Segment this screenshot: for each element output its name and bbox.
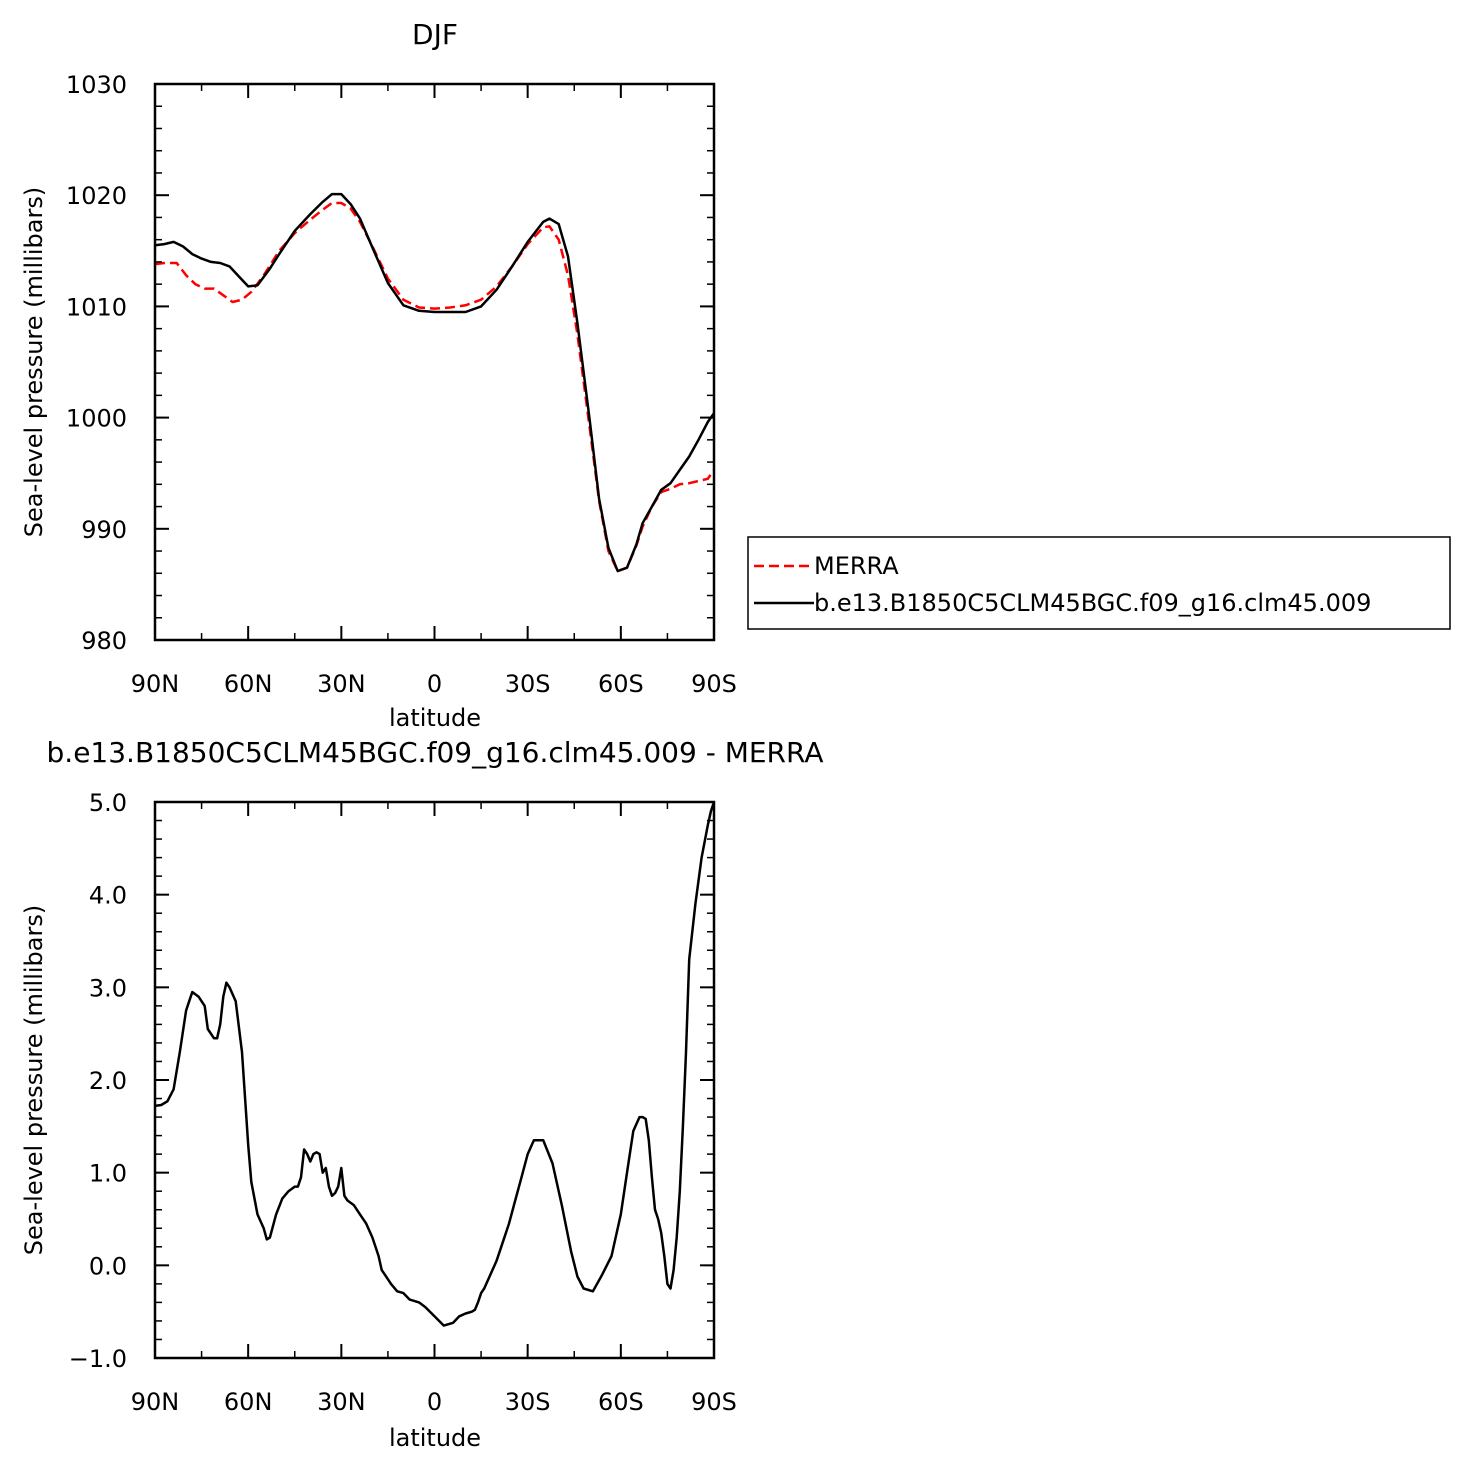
bottom-x-tick-label: 0: [427, 1388, 442, 1416]
top-panel-title: DJF: [412, 18, 458, 51]
top-y-tick-label: 990: [81, 516, 127, 544]
top-x-axis-title: latitude: [389, 704, 481, 732]
top-y-axis-title: Sea-level pressure (millibars): [20, 187, 48, 537]
bottom-y-tick-label: −1.0: [69, 1345, 127, 1373]
top-series-line-1: [154, 192, 716, 573]
bottom-y-axis-title: Sea-level pressure (millibars): [20, 905, 48, 1255]
bottom-x-tick-label: 60N: [224, 1388, 273, 1416]
top-x-tick-label: 90S: [691, 670, 737, 698]
bottom-y-tick-label: 1.0: [89, 1160, 127, 1188]
top-x-tick-label: 30S: [505, 670, 551, 698]
legend-box: [747, 536, 1451, 630]
legend-label-merra: MERRA: [814, 552, 899, 580]
top-panel: DJF 90N 60N 30N 0 30S 60S 90S 980 990 1000 1010 102…: [20, 18, 1451, 732]
top-y-tick-label: 1010: [66, 293, 127, 321]
bottom-x-tick-label: 60S: [598, 1388, 644, 1416]
legend-label-model: b.e13.B1850C5CLM45BGC.f09_g16.clm45.009: [814, 589, 1371, 617]
top-y-tick-label: 1020: [66, 182, 127, 210]
bottom-series-line-0: [154, 801, 716, 1327]
top-x-tick-label: 60N: [224, 670, 273, 698]
bottom-x-tick-label: 90S: [691, 1388, 737, 1416]
bottom-x-tick-label: 30S: [505, 1388, 551, 1416]
top-x-tick-label: 0: [427, 670, 442, 698]
bottom-y-tick-label: 3.0: [89, 974, 127, 1002]
bottom-x-axis-title: latitude: [389, 1424, 481, 1452]
bottom-x-tick-label: 90N: [131, 1388, 180, 1416]
bottom-plot-frame: [153, 800, 716, 1360]
bottom-y-tick-label: 5.0: [89, 789, 127, 817]
bottom-x-tick-label: 30N: [317, 1388, 366, 1416]
bottom-panel: b.e13.B1850C5CLM45BGC.f09_g16.clm45.009 …: [20, 736, 823, 1452]
top-y-tick-label: 980: [81, 627, 127, 655]
bottom-y-tick-label: 0.0: [89, 1252, 127, 1280]
bottom-y-tick-label: 4.0: [89, 882, 127, 910]
legend: MERRA b.e13.B1850C5CLM45BGC.f09_g16.clm4…: [747, 536, 1451, 630]
top-y-tick-label: 1030: [66, 71, 127, 99]
top-x-tick-label: 90N: [131, 670, 180, 698]
top-x-tick-label: 60S: [598, 670, 644, 698]
top-y-tick-label: 1000: [66, 405, 127, 433]
bottom-y-tick-label: 2.0: [89, 1067, 127, 1095]
bottom-panel-title: b.e13.B1850C5CLM45BGC.f09_g16.clm45.009 …: [47, 736, 824, 769]
top-x-tick-label: 30N: [317, 670, 366, 698]
top-series-line-0: [154, 201, 716, 573]
